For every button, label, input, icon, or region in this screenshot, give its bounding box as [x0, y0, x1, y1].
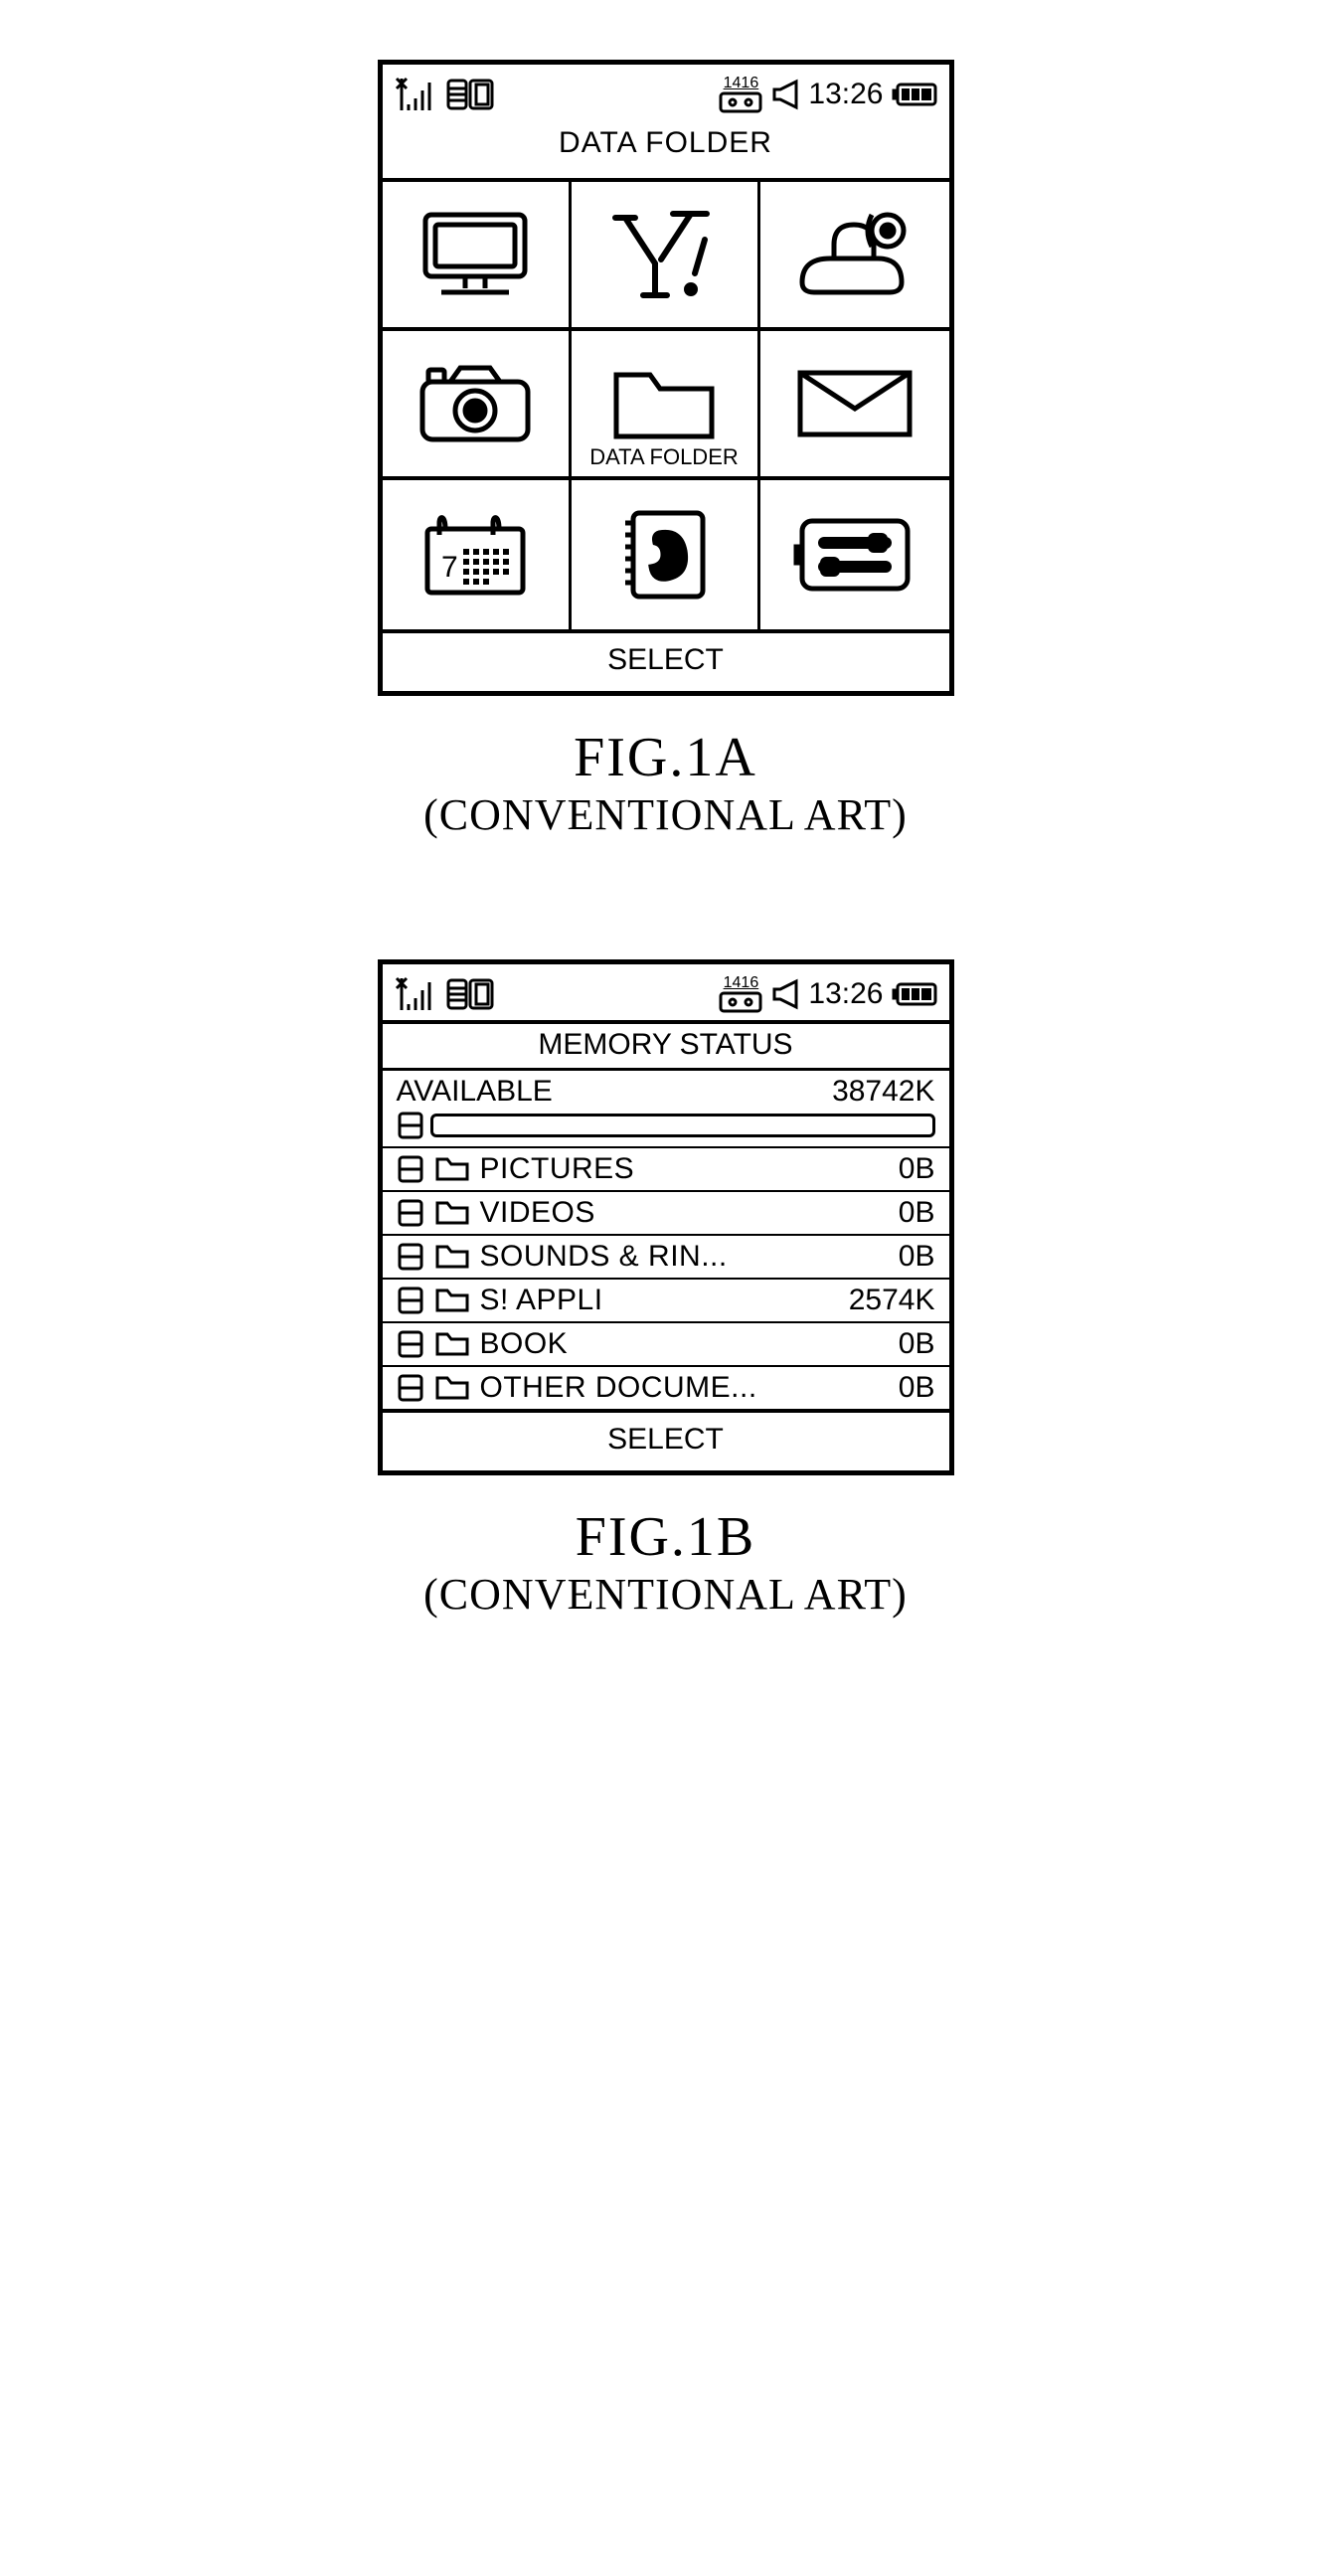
- folder-icon: [434, 1287, 470, 1314]
- list-item-value: 2574K: [849, 1284, 935, 1317]
- folder-icon: [434, 1374, 470, 1402]
- grid-row-2: DATA FOLDER: [383, 331, 949, 480]
- available-label: AVAILABLE: [397, 1075, 553, 1109]
- grid-item-calendar[interactable]: 7: [383, 480, 572, 629]
- list-item-value: 0B: [899, 1240, 935, 1274]
- caption-line1: FIG.1B: [423, 1505, 908, 1569]
- softkey-label: SELECT: [607, 1423, 724, 1456]
- signal-icon: [393, 974, 436, 1014]
- clock-text: 13:26: [808, 78, 883, 111]
- usage-bar: [430, 1114, 935, 1137]
- folder-icon: [604, 361, 724, 446]
- grid-item-folder-label: DATA FOLDER: [572, 444, 757, 470]
- list-item[interactable]: BOOK 0B: [383, 1321, 949, 1365]
- list-item-value: 0B: [899, 1327, 935, 1361]
- tape-icon: 1416: [719, 975, 762, 1013]
- status-right-group: 1416 13:26: [719, 76, 938, 113]
- caption-line2: (CONVENTIONAL ART): [423, 789, 908, 840]
- softkey-bar[interactable]: SELECT: [383, 629, 949, 691]
- status-left-group: [393, 75, 496, 114]
- phonebook-icon: [609, 503, 719, 606]
- grid-item-folder[interactable]: DATA FOLDER: [572, 331, 760, 480]
- screen-title: DATA FOLDER: [383, 120, 949, 178]
- grid-item-camera[interactable]: [383, 331, 572, 480]
- grid-item-media[interactable]: [760, 182, 949, 331]
- yahoo-icon: [599, 200, 729, 309]
- clock-text: 13:26: [808, 977, 883, 1011]
- drive-icon: [397, 1198, 424, 1228]
- list-item-label: BOOK: [480, 1327, 569, 1361]
- list-item-value: 0B: [899, 1371, 935, 1405]
- grid-item-phonebook[interactable]: [572, 480, 760, 629]
- drive-icon: [397, 1154, 424, 1184]
- figure-1b: 1416 13:26: [0, 959, 1331, 1620]
- speaker-icon: [770, 977, 800, 1011]
- list-item-label: S! APPLI: [480, 1284, 603, 1317]
- grid-item-yahoo[interactable]: [572, 182, 760, 331]
- phone-screen-b: 1416 13:26: [378, 959, 954, 1475]
- grid-row-1: [383, 182, 949, 331]
- usage-bar-row: [383, 1111, 949, 1146]
- tape-icon: 1416: [719, 76, 762, 113]
- figure-caption-b: FIG.1B (CONVENTIONAL ART): [423, 1505, 908, 1620]
- drive-icon: [397, 1242, 424, 1272]
- grid-item-settings[interactable]: [760, 480, 949, 629]
- tape-number: 1416: [724, 76, 759, 91]
- sim-icon: [446, 75, 496, 114]
- folder-list: PICTURES 0B VIDEOS 0B SOUNDS & RIN... 0B S! AP…: [383, 1146, 949, 1409]
- grid-item-monitor[interactable]: [383, 182, 572, 331]
- media-icon: [790, 205, 919, 304]
- battery-icon: [892, 81, 939, 108]
- list-item-label: SOUNDS & RIN...: [480, 1240, 728, 1274]
- folder-icon: [434, 1330, 470, 1358]
- list-item-value: 0B: [899, 1152, 935, 1186]
- envelope-icon: [790, 359, 919, 448]
- status-right-group: 1416 13:26: [719, 975, 938, 1013]
- settings-icon: [790, 507, 919, 602]
- drive-icon: [397, 1373, 424, 1403]
- phone-screen-a: 1416 13:26: [378, 60, 954, 696]
- drive-icon: [397, 1286, 424, 1315]
- softkey-bar[interactable]: SELECT: [383, 1409, 949, 1470]
- list-item-label: OTHER DOCUME...: [480, 1371, 757, 1405]
- figure-caption-a: FIG.1A (CONVENTIONAL ART): [423, 726, 908, 840]
- monitor-icon: [416, 205, 535, 304]
- grid-item-mail[interactable]: [760, 331, 949, 480]
- status-bar: 1416 13:26: [383, 964, 949, 1020]
- speaker-icon: [770, 78, 800, 111]
- status-bar: 1416 13:26: [383, 65, 949, 120]
- drive-icon: [397, 1111, 424, 1140]
- svg-text:7: 7: [441, 551, 458, 584]
- list-item-label: PICTURES: [480, 1152, 635, 1186]
- list-item[interactable]: PICTURES 0B: [383, 1146, 949, 1190]
- battery-icon: [892, 980, 939, 1008]
- camera-icon: [411, 354, 540, 453]
- available-row: AVAILABLE 38742K: [383, 1071, 949, 1111]
- folder-icon: [434, 1243, 470, 1271]
- available-value: 38742K: [832, 1075, 934, 1109]
- softkey-label: SELECT: [607, 643, 724, 676]
- caption-line1: FIG.1A: [423, 726, 908, 789]
- folder-icon: [434, 1199, 470, 1227]
- list-item-value: 0B: [899, 1196, 935, 1230]
- list-item[interactable]: S! APPLI 2574K: [383, 1278, 949, 1321]
- sim-icon: [446, 974, 496, 1014]
- tape-number: 1416: [724, 975, 759, 991]
- list-item[interactable]: VIDEOS 0B: [383, 1190, 949, 1234]
- status-left-group: [393, 974, 496, 1014]
- drive-icon: [397, 1329, 424, 1359]
- list-item[interactable]: OTHER DOCUME... 0B: [383, 1365, 949, 1409]
- figure-1a: 1416 13:26: [0, 60, 1331, 840]
- signal-icon: [393, 75, 436, 114]
- grid-row-3: 7: [383, 480, 949, 629]
- caption-line2: (CONVENTIONAL ART): [423, 1569, 908, 1620]
- calendar-icon: 7: [416, 505, 535, 604]
- screen-title: MEMORY STATUS: [383, 1020, 949, 1071]
- list-item[interactable]: SOUNDS & RIN... 0B: [383, 1234, 949, 1278]
- list-item-label: VIDEOS: [480, 1196, 595, 1230]
- folder-icon: [434, 1155, 470, 1183]
